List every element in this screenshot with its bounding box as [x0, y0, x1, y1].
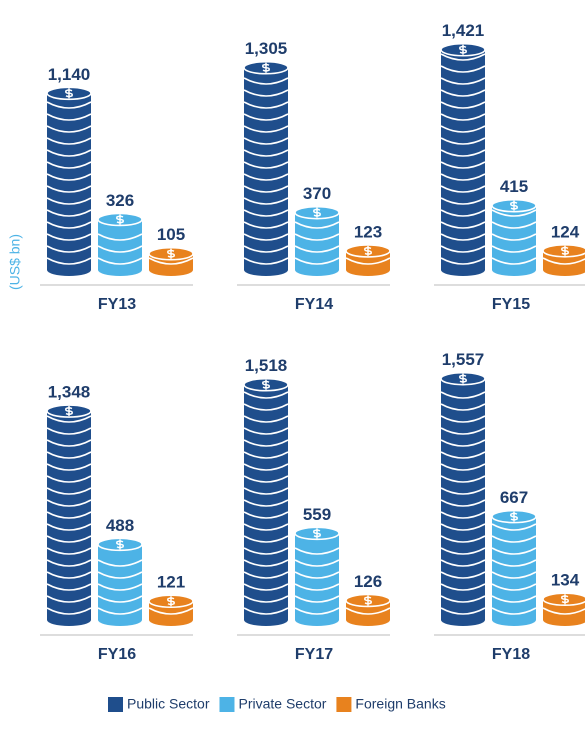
category-label: FY14 [295, 296, 333, 313]
value-label: 559 [303, 505, 331, 524]
coin-stack [441, 379, 485, 620]
value-label: 121 [157, 573, 185, 592]
legend-label: Private Sector [238, 696, 326, 712]
coin-stack [492, 517, 536, 620]
coin-symbol [263, 380, 269, 390]
value-label: 105 [157, 225, 185, 244]
category-label: FY17 [295, 646, 333, 663]
category-label: FY16 [98, 646, 136, 663]
value-label: 370 [303, 184, 331, 203]
value-label: 1,557 [442, 350, 485, 369]
value-label: 667 [500, 488, 528, 507]
value-label: 488 [106, 516, 134, 535]
coin-symbol [263, 63, 269, 73]
coin-symbol [117, 539, 123, 549]
coin-symbol [562, 246, 568, 256]
coin-symbol [460, 374, 466, 384]
value-label: 123 [354, 222, 382, 241]
legend-label: Public Sector [127, 696, 210, 712]
value-label: 326 [106, 191, 134, 210]
value-label: 415 [500, 177, 528, 196]
y-axis-label: (US$ bn) [7, 234, 23, 290]
coin-symbol [314, 528, 320, 538]
value-label: 126 [354, 572, 382, 591]
coin-stack [98, 219, 142, 270]
value-label: 1,140 [48, 65, 91, 84]
coin-symbol [66, 406, 72, 416]
coin-symbol [365, 246, 371, 256]
value-label: 124 [551, 222, 580, 241]
coin-symbol [511, 512, 517, 522]
chart: (US$ bn) FY13 1,140 326 105 FY14 1,305 370 123 F… [0, 0, 585, 740]
coin-symbol [460, 45, 466, 55]
coin-symbol [66, 88, 72, 98]
value-label: 1,305 [245, 39, 288, 58]
value-label: 1,348 [48, 383, 91, 402]
coin-symbol [168, 596, 174, 606]
value-label: 1,421 [442, 21, 485, 40]
coin-symbol [168, 249, 174, 259]
category-label: FY18 [492, 646, 530, 663]
value-label: 134 [551, 571, 580, 590]
legend-swatch [108, 697, 123, 712]
coin-symbol [562, 594, 568, 604]
coin-symbol [314, 208, 320, 218]
coin-symbol [365, 595, 371, 605]
coin-stack [98, 544, 142, 620]
coin-stack [295, 533, 339, 620]
legend-swatch [219, 697, 234, 712]
value-label: 1,518 [245, 356, 288, 375]
category-label: FY15 [492, 296, 530, 313]
coin-symbol [511, 201, 517, 211]
coin-symbol [117, 214, 123, 224]
category-label: FY13 [98, 296, 136, 313]
legend-label: Foreign Banks [355, 696, 445, 712]
legend-swatch [336, 697, 351, 712]
